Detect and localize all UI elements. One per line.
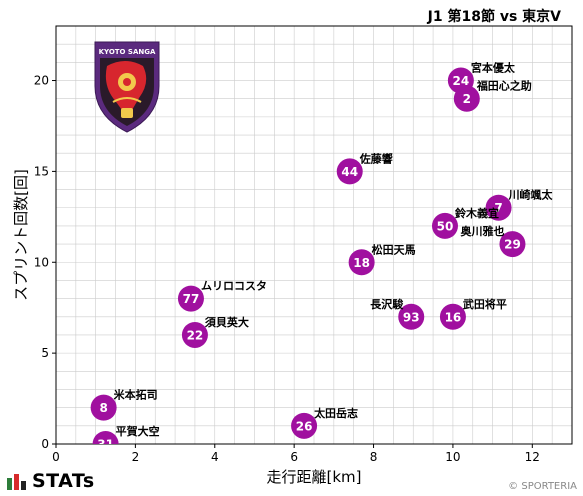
- player-name-label: 武田将平: [463, 297, 507, 311]
- player-name-label: 平賀大空: [116, 424, 160, 438]
- player-number: 50: [437, 219, 454, 233]
- y-tick-label: 20: [34, 74, 49, 88]
- player-name-label: 長沢駿: [370, 297, 404, 311]
- player-point: 31: [92, 431, 119, 452]
- data-points: 24 2 44 7 50 29 18 77 93 16 22 8 26 31: [90, 67, 526, 452]
- player-number: 7: [494, 201, 502, 215]
- player-number: 44: [341, 165, 358, 179]
- player-point: 18: [348, 249, 375, 276]
- player-number: 2: [463, 92, 471, 106]
- player-marker: [92, 431, 119, 444]
- player-name-label: 福田心之助: [476, 79, 532, 93]
- x-tick-label: 10: [445, 450, 460, 464]
- player-point: 22: [181, 321, 208, 348]
- player-number: 26: [296, 419, 313, 433]
- player-marker: [439, 303, 466, 330]
- player-marker: [431, 212, 458, 239]
- player-number: 8: [99, 401, 107, 415]
- x-tick-label: 12: [525, 450, 540, 464]
- player-number: 77: [183, 292, 200, 306]
- player-point: 50: [431, 212, 458, 239]
- player-marker: [336, 158, 363, 185]
- x-tick-label: 4: [211, 450, 219, 464]
- player-point: 2: [453, 85, 480, 112]
- player-number: 18: [353, 256, 370, 270]
- player-number: 31: [97, 438, 114, 452]
- player-point: 26: [291, 412, 318, 439]
- player-number: 93: [403, 310, 420, 324]
- player-name-label: 佐藤響: [359, 151, 393, 165]
- y-axis-label: スプリント回数[回]: [12, 169, 30, 301]
- copyright-credit: © SPORTERIA: [508, 481, 577, 492]
- player-point: 8: [90, 394, 117, 421]
- y-tick-label: 0: [41, 437, 49, 451]
- x-tick-label: 2: [132, 450, 140, 464]
- player-number: 29: [504, 238, 521, 252]
- player-name-label: 太田岳志: [313, 406, 358, 420]
- x-tick-label: 8: [370, 450, 378, 464]
- x-tick-label: 6: [290, 450, 298, 464]
- player-name-label: 川崎颯太: [508, 188, 554, 202]
- kyoto-sanga-crest-icon: KYOTO SANGA: [94, 41, 160, 133]
- player-point: 93: [398, 303, 425, 330]
- player-number: 22: [187, 328, 204, 342]
- player-name-label: ムリロコスタ: [201, 280, 267, 293]
- player-name-label: 奥川雅也: [459, 224, 504, 238]
- plot-frame: [55, 25, 573, 445]
- match-title: J1 第18節 vs 東京V: [427, 9, 561, 25]
- player-marker: [291, 412, 318, 439]
- brand-name: STATs: [32, 470, 95, 492]
- player-name-label: 米本拓司: [113, 388, 158, 402]
- player-name-label: 宮本優太: [471, 61, 516, 75]
- player-point: 7: [485, 194, 512, 221]
- player-name-label: 松田天馬: [372, 242, 416, 256]
- x-tick-label: 0: [52, 450, 60, 464]
- player-marker: [485, 194, 512, 221]
- player-number: 24: [453, 74, 470, 88]
- player-name-label: 鈴木義宜: [455, 206, 499, 220]
- player-marker: [348, 249, 375, 276]
- player-name-label: 須貝英大: [204, 315, 249, 329]
- player-point: 77: [177, 285, 204, 312]
- logo-text: KYOTO SANGA: [99, 48, 156, 56]
- player-marker: [453, 85, 480, 112]
- player-point: 44: [336, 158, 363, 185]
- player-marker: [499, 231, 526, 258]
- player-number: 16: [445, 310, 462, 324]
- player-marker: [90, 394, 117, 421]
- player-marker: [181, 321, 208, 348]
- player-marker: [398, 303, 425, 330]
- player-point: 16: [439, 303, 466, 330]
- y-tick-label: 5: [41, 346, 49, 360]
- player-marker: [177, 285, 204, 312]
- x-axis-label: 走行距離[km]: [266, 468, 361, 486]
- brand-logo: STATs: [6, 470, 95, 492]
- stats-bars-icon: [7, 474, 26, 490]
- y-tick-label: 10: [34, 255, 49, 269]
- y-tick-label: 15: [34, 164, 49, 178]
- player-point: 29: [499, 231, 526, 258]
